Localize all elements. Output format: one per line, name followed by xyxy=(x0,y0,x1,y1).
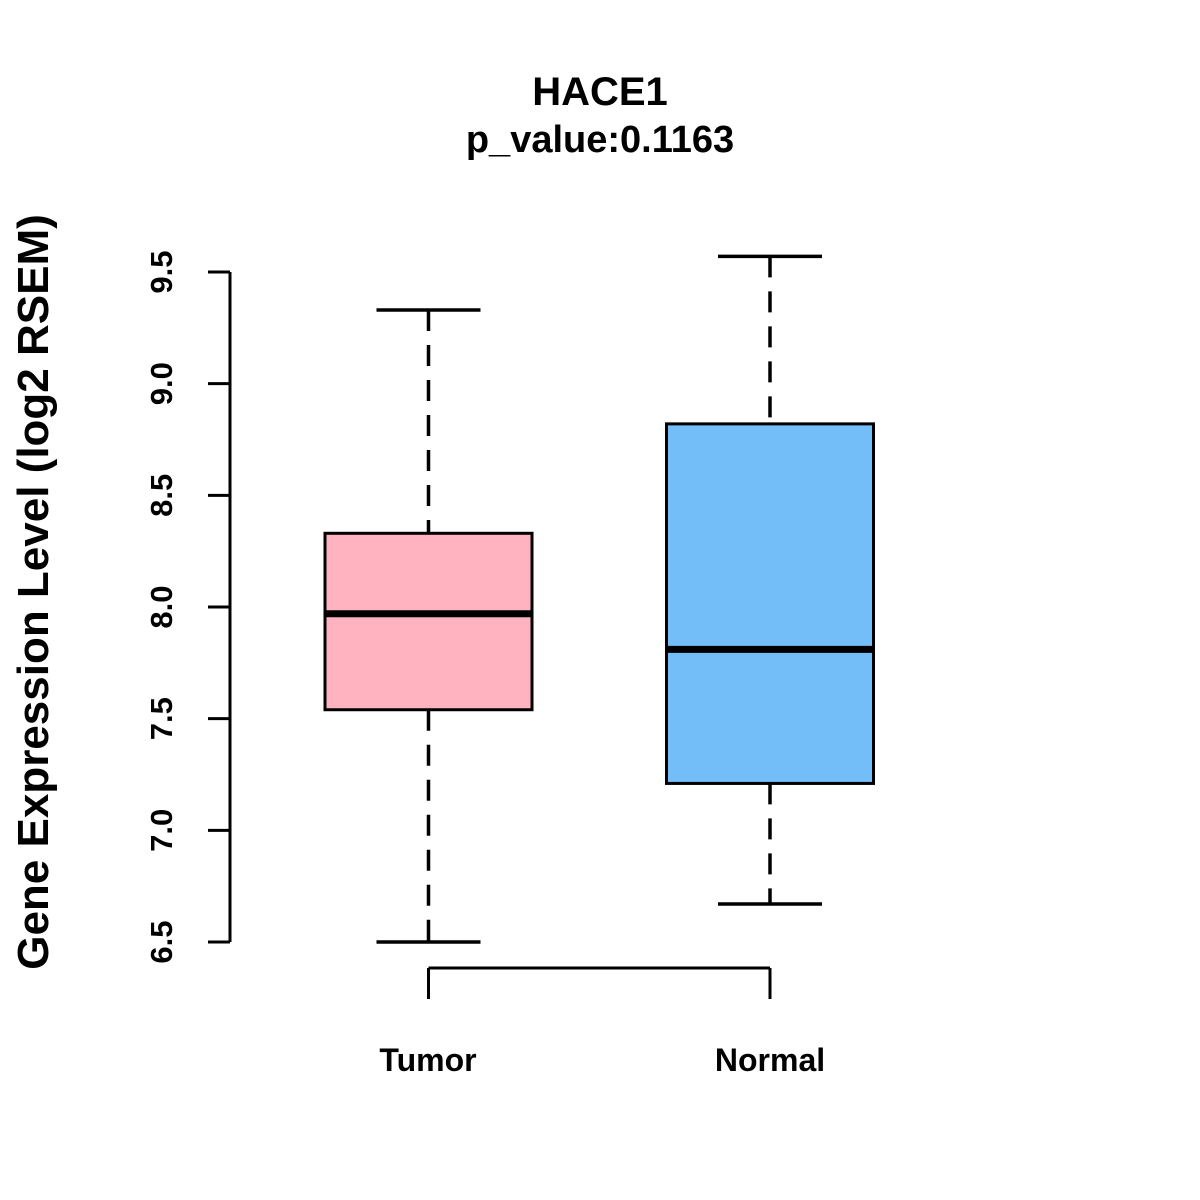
y-tick-label: 7.5 xyxy=(144,697,179,740)
x-label-normal: Normal xyxy=(714,1042,826,1078)
y-tick-label: 7.0 xyxy=(144,809,179,852)
y-tick-label: 9.0 xyxy=(144,362,179,405)
y-tick-label: 9.5 xyxy=(144,250,179,293)
chart-subtitle: p_value:0.1163 xyxy=(465,119,735,161)
tumor-box xyxy=(323,531,534,712)
normal-box xyxy=(665,422,875,785)
x-label-tumor: Tumor xyxy=(379,1042,477,1078)
y-tick-label: 6.5 xyxy=(144,920,179,963)
y-tick-label: 8.0 xyxy=(144,585,179,628)
y-tick-label: 8.5 xyxy=(144,474,179,517)
chart-title: HACE1 xyxy=(532,70,668,114)
